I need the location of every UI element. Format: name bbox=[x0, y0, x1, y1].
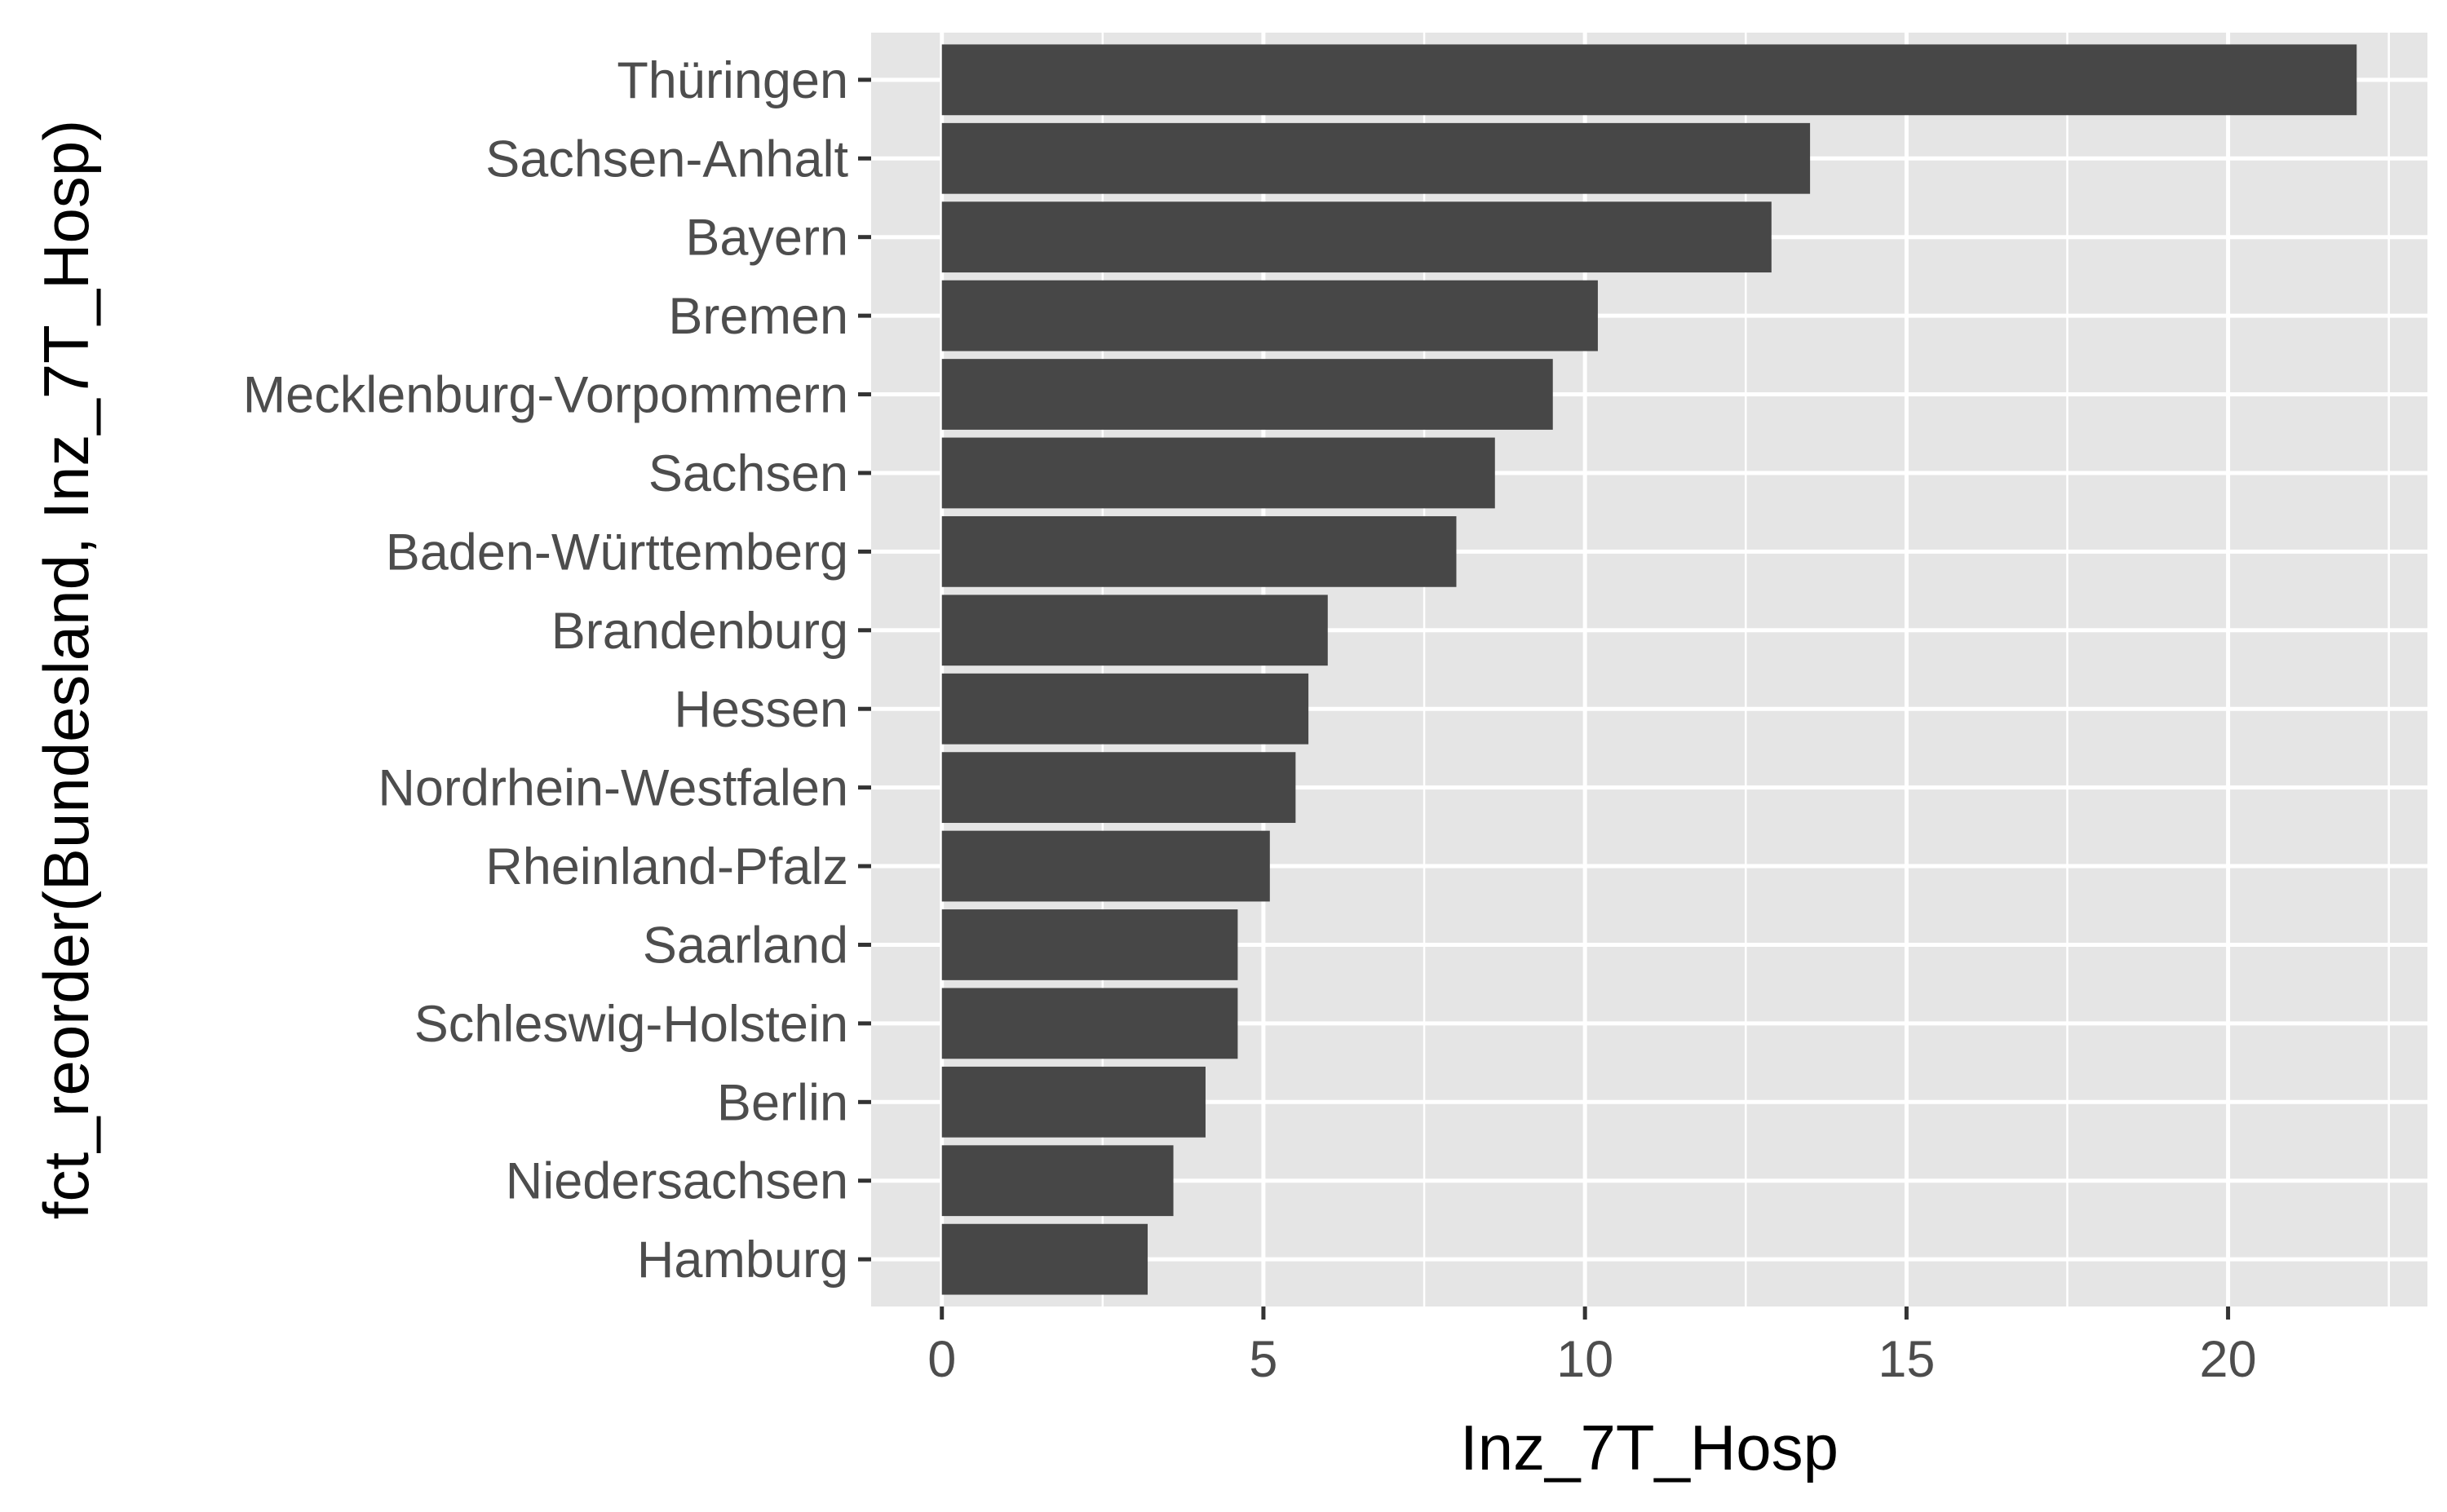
bar bbox=[941, 44, 2357, 116]
y-tick-label: Schleswig-Holstein bbox=[414, 996, 848, 1053]
y-tick-label: Nordrhein-Westfalen bbox=[378, 760, 848, 817]
y-tick-label: Sachsen bbox=[648, 445, 848, 502]
bar bbox=[941, 1223, 1148, 1295]
bar bbox=[941, 201, 1772, 273]
bar bbox=[941, 1145, 1174, 1217]
y-tick-label: Berlin bbox=[717, 1074, 848, 1131]
bars bbox=[941, 44, 2357, 1295]
bar bbox=[941, 359, 1553, 430]
x-tick-label: 0 bbox=[927, 1331, 956, 1388]
bar bbox=[941, 830, 1270, 902]
y-tick-label: Brandenburg bbox=[551, 603, 848, 660]
bar bbox=[941, 752, 1296, 824]
bar bbox=[941, 988, 1238, 1059]
x-tick-label: 15 bbox=[1878, 1331, 1935, 1388]
x-tick-label: 5 bbox=[1249, 1331, 1277, 1388]
bar bbox=[941, 437, 1495, 509]
x-tick-label: 20 bbox=[2200, 1331, 2257, 1388]
y-tick-label: Hessen bbox=[674, 681, 848, 738]
bar bbox=[941, 909, 1238, 980]
x-axis-title: Inz_7T_Hosp bbox=[1460, 1412, 1839, 1483]
x-axis: 0 5 10 15 20 bbox=[927, 1306, 2257, 1388]
y-tick-label: Sachsen-Anhalt bbox=[485, 130, 848, 188]
y-tick-label: Mecklenburg-Vorpommern bbox=[243, 367, 848, 424]
y-tick-label: Bayern bbox=[685, 210, 848, 267]
y-tick-label: Thüringen bbox=[617, 52, 848, 109]
y-tick-label: Saarland bbox=[643, 917, 848, 974]
bar bbox=[941, 1066, 1206, 1138]
x-tick-label: 10 bbox=[1556, 1331, 1613, 1388]
bar bbox=[941, 673, 1309, 745]
y-axis: Thüringen Sachsen-Anhalt Bayern Bremen Meckl… bbox=[243, 52, 871, 1289]
bar bbox=[941, 515, 1457, 587]
y-tick-label: Bremen bbox=[668, 288, 848, 345]
y-tick-label: Hamburg bbox=[637, 1231, 848, 1289]
y-tick-label: Niedersachsen bbox=[506, 1153, 848, 1210]
bar bbox=[941, 122, 1811, 194]
bar bbox=[941, 595, 1328, 666]
y-tick-label: Rheinland-Pfalz bbox=[485, 838, 848, 895]
y-tick-label: Baden-Württemberg bbox=[386, 524, 848, 581]
y-axis-title: fct_reorder(Bundesland, Inz_7T_Hosp) bbox=[30, 120, 102, 1219]
bar bbox=[941, 280, 1598, 351]
